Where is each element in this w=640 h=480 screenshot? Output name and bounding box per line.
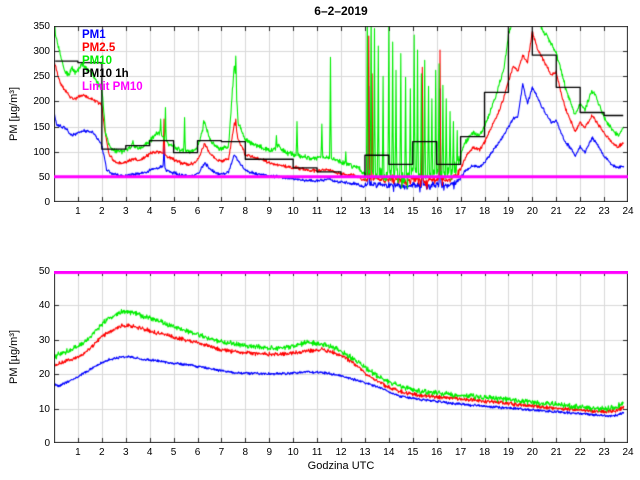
y-tick-label: 40 bbox=[38, 300, 50, 312]
x-tick-label: 19 bbox=[502, 206, 514, 217]
x-tick-label: 15 bbox=[407, 447, 419, 458]
x-tick-label: 17 bbox=[455, 206, 467, 217]
x-tick-label: 22 bbox=[574, 447, 586, 458]
y-tick-label: 20 bbox=[38, 369, 50, 381]
x-tick-label: 10 bbox=[287, 447, 299, 458]
x-tick-label: 22 bbox=[574, 206, 586, 217]
y-tick-label: 200 bbox=[33, 96, 50, 108]
x-tick-label: 16 bbox=[431, 206, 443, 217]
x-tick-label: 14 bbox=[383, 206, 395, 217]
x-tick-label: 7 bbox=[218, 447, 225, 458]
x-tick-label: 5 bbox=[170, 447, 177, 458]
x-tick-label: 7 bbox=[218, 206, 225, 217]
x-tick-label: 12 bbox=[335, 447, 347, 458]
x-tick-label: 14 bbox=[383, 447, 395, 458]
x-tick-label: 2 bbox=[99, 206, 105, 217]
x-tick-label: 23 bbox=[598, 447, 610, 458]
x-tick-label: 1 bbox=[75, 447, 81, 458]
x-tick-label: 13 bbox=[359, 447, 371, 458]
x-tick-label: 21 bbox=[550, 447, 562, 458]
legend-item-pm2-5: PM2.5 bbox=[82, 42, 116, 54]
y-tick-label: 30 bbox=[38, 334, 50, 346]
y-tick-label: 50 bbox=[38, 171, 50, 183]
legend-item-pm10: PM10 bbox=[82, 55, 113, 67]
y-tick-label: 100 bbox=[33, 146, 50, 158]
y-tick-label: 150 bbox=[33, 121, 50, 133]
x-tick-label: 9 bbox=[266, 447, 273, 458]
x-tick-label: 6 bbox=[194, 206, 201, 217]
x-tick-label: 13 bbox=[359, 206, 371, 217]
x-tick-label: 18 bbox=[478, 206, 491, 217]
x-tick-label: 5 bbox=[170, 206, 177, 217]
x-tick-label: 2 bbox=[99, 447, 105, 458]
x-tick-label: 8 bbox=[242, 206, 249, 217]
y-tick-label: 50 bbox=[38, 266, 50, 277]
legend-item-limit-pm10: Limit PM10 bbox=[82, 81, 143, 93]
x-tick-label: 21 bbox=[550, 206, 562, 217]
y-tick-label: 300 bbox=[33, 46, 50, 58]
y-tick-label: 0 bbox=[44, 197, 50, 208]
x-tick-label: 6 bbox=[194, 447, 201, 458]
legend: PM1 PM2.5 PM10 PM10 1h Limit PM10 bbox=[82, 29, 143, 94]
plot-title: 6–2–2019 bbox=[314, 4, 368, 18]
top-plot-canvas bbox=[54, 26, 628, 202]
x-tick-label: 16 bbox=[431, 447, 443, 458]
x-tick-label: 12 bbox=[335, 206, 347, 217]
y-tick-label: 10 bbox=[38, 403, 50, 415]
legend-item-pm1: PM1 bbox=[82, 29, 106, 41]
x-tick-label: 23 bbox=[598, 206, 610, 217]
x-tick-label: 20 bbox=[526, 206, 538, 217]
x-tick-label: 24 bbox=[622, 447, 634, 458]
x-tick-label: 9 bbox=[266, 206, 273, 217]
x-tick-label: 15 bbox=[407, 206, 419, 217]
y-tick-label: 250 bbox=[33, 71, 50, 83]
x-tick-label: 10 bbox=[287, 206, 299, 217]
y-tick-label: 0 bbox=[44, 438, 50, 449]
x-tick-label: 11 bbox=[311, 206, 323, 217]
x-tick-label: 11 bbox=[311, 447, 323, 458]
y-axis-label-bottom: PM [µg/m³] bbox=[8, 329, 20, 385]
x-tick-label: 19 bbox=[502, 447, 514, 458]
x-tick-label: 3 bbox=[122, 206, 129, 217]
x-tick-label: 18 bbox=[478, 447, 491, 458]
x-tick-label: 1 bbox=[75, 206, 81, 217]
legend-item-pm10-1h: PM10 1h bbox=[82, 68, 129, 80]
y-tick-label: 350 bbox=[33, 21, 50, 32]
x-axis-label: Godzina UTC bbox=[307, 460, 375, 472]
x-tick-label: 20 bbox=[526, 447, 538, 458]
x-tick-label: 8 bbox=[242, 447, 249, 458]
bottom-plot-canvas bbox=[54, 271, 628, 443]
y-axis-label-top: PM [µg/m³] bbox=[8, 86, 20, 142]
x-tick-label: 4 bbox=[146, 206, 153, 217]
x-tick-label: 17 bbox=[455, 447, 467, 458]
x-tick-label: 4 bbox=[146, 447, 153, 458]
x-tick-label: 3 bbox=[122, 447, 129, 458]
x-tick-label: 24 bbox=[622, 206, 634, 217]
